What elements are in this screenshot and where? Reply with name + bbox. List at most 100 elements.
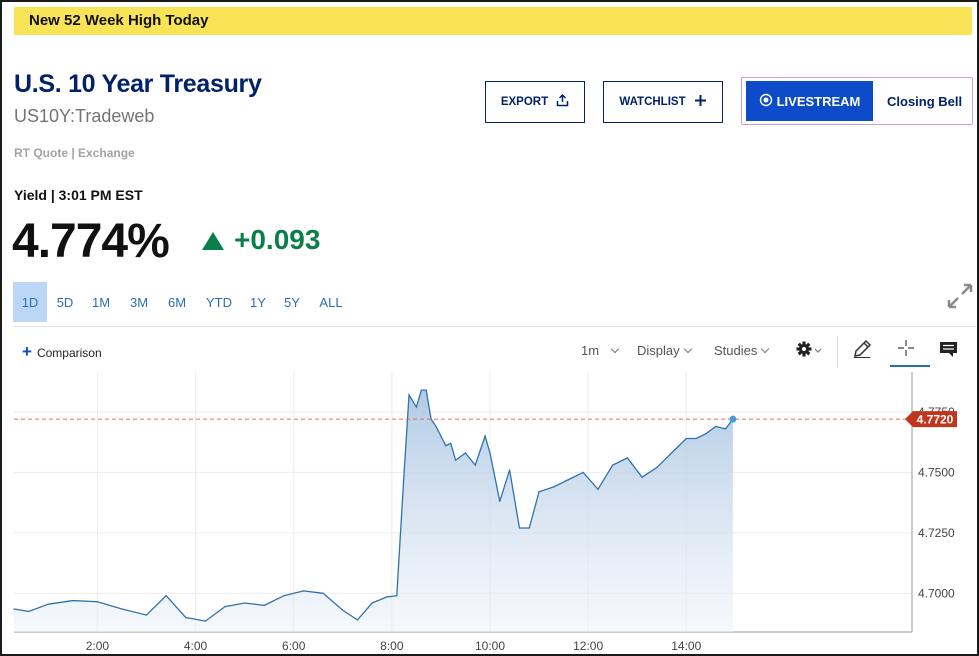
yield-point bbox=[509, 469, 511, 471]
yield-point bbox=[302, 590, 305, 592]
chart-settings-button[interactable] bbox=[796, 341, 824, 364]
comment-icon bbox=[940, 342, 957, 357]
display-label: Display bbox=[637, 343, 680, 358]
yield-point bbox=[371, 602, 373, 604]
yield-point bbox=[553, 486, 555, 488]
x-tick-label: 8:00 bbox=[380, 639, 404, 653]
yield-point bbox=[342, 609, 344, 611]
yield-point bbox=[356, 619, 359, 621]
share-upload-icon bbox=[556, 93, 569, 110]
livestream-button[interactable]: LIVESTREAM bbox=[746, 81, 873, 121]
x-tick-label: 2:00 bbox=[86, 639, 110, 653]
yield-point bbox=[322, 592, 324, 594]
price-change: +0.093 bbox=[202, 224, 320, 256]
crosshair-icon bbox=[898, 340, 914, 356]
closing-bell-link[interactable]: Closing Bell bbox=[887, 94, 963, 109]
yield-point bbox=[440, 435, 442, 437]
yield-point bbox=[415, 406, 417, 408]
livestream-panel: LIVESTREAM Closing Bell bbox=[741, 77, 973, 125]
comment-tool-button[interactable] bbox=[939, 341, 958, 363]
plus-icon bbox=[694, 94, 707, 110]
yield-point bbox=[263, 604, 265, 606]
plus-icon: + bbox=[22, 342, 32, 361]
export-button[interactable]: EXPORT bbox=[485, 81, 585, 123]
studies-dropdown[interactable]: Studies bbox=[714, 343, 770, 358]
yield-point bbox=[597, 488, 599, 490]
range-tab-3m[interactable]: 3M bbox=[129, 294, 149, 310]
yield-point bbox=[420, 389, 422, 391]
range-tab-5d[interactable]: 5D bbox=[56, 294, 74, 310]
yield-point bbox=[396, 595, 398, 597]
watchlist-button[interactable]: WATCHLIST bbox=[603, 81, 723, 123]
yield-point bbox=[403, 471, 405, 473]
x-tick-label: 10:00 bbox=[475, 639, 505, 653]
toolbar-separator bbox=[837, 336, 838, 368]
yield-point bbox=[72, 599, 74, 602]
livestream-label: LIVESTREAM bbox=[776, 93, 861, 109]
draw-tool-button[interactable] bbox=[852, 339, 872, 364]
interval-dropdown[interactable]: 1m bbox=[581, 343, 620, 358]
range-tab-all[interactable]: ALL bbox=[319, 294, 343, 310]
add-comparison-button[interactable]: + Comparison bbox=[22, 342, 102, 362]
price-value: 4.774% bbox=[12, 215, 170, 268]
last-point-marker bbox=[729, 415, 737, 423]
yield-point bbox=[582, 471, 584, 473]
yield-point bbox=[518, 527, 521, 529]
yield-point bbox=[656, 466, 658, 469]
yield-point bbox=[47, 603, 49, 605]
yield-series-line bbox=[13, 389, 734, 622]
yield-point bbox=[705, 433, 707, 435]
y-tick-label: 4.7500 bbox=[918, 465, 955, 479]
display-dropdown[interactable]: Display bbox=[637, 343, 692, 358]
yield-point bbox=[445, 445, 447, 447]
range-tab-1m[interactable]: 1M bbox=[91, 294, 111, 310]
x-tick-label: 14:00 bbox=[671, 639, 701, 653]
last-value-label: 4.7720 bbox=[917, 413, 954, 427]
range-tab-ytd[interactable]: YTD bbox=[206, 294, 232, 310]
last-value-tag bbox=[905, 411, 957, 428]
yield-point bbox=[715, 425, 717, 428]
yield-point bbox=[641, 476, 643, 478]
studies-label: Studies bbox=[714, 343, 758, 358]
yield-point bbox=[724, 428, 727, 430]
y-tick-label: 4.7000 bbox=[918, 586, 955, 600]
range-tab-1y[interactable]: 1Y bbox=[250, 294, 266, 310]
x-tick-label: 12:00 bbox=[573, 639, 603, 653]
live-radio-icon bbox=[759, 93, 773, 110]
yield-point bbox=[528, 527, 530, 529]
active-tool-indicator bbox=[890, 365, 930, 367]
yield-point bbox=[474, 464, 476, 466]
yield-point bbox=[121, 608, 123, 610]
yield-point bbox=[28, 610, 30, 613]
range-tab-1d[interactable]: 1D bbox=[13, 282, 47, 322]
rt-quote-label: RT Quote | Exchange bbox=[14, 146, 135, 160]
yield-area bbox=[14, 390, 733, 632]
yield-point bbox=[685, 437, 687, 440]
crosshair-tool-button[interactable] bbox=[897, 339, 915, 362]
toolbar-divider bbox=[14, 326, 976, 327]
expand-arrows-icon[interactable] bbox=[946, 282, 974, 310]
yield-timestamp: Yield | 3:01 PM EST bbox=[14, 187, 143, 203]
yield-point bbox=[13, 608, 15, 610]
yield-point bbox=[450, 442, 452, 444]
yield-point bbox=[244, 602, 246, 604]
yield-point bbox=[425, 389, 427, 391]
yield-point bbox=[670, 452, 673, 454]
export-label: EXPORT bbox=[500, 96, 549, 108]
yield-point bbox=[204, 620, 206, 622]
yield-point bbox=[185, 616, 187, 619]
yield-point bbox=[538, 491, 540, 493]
change-value: +0.093 bbox=[234, 224, 321, 255]
yield-point bbox=[484, 435, 486, 437]
yield-point bbox=[224, 606, 226, 608]
banner-text: New 52 Week High Today bbox=[29, 12, 209, 29]
range-tab-5y[interactable]: 5Y bbox=[284, 294, 300, 310]
yield-point bbox=[165, 595, 167, 597]
yield-point bbox=[612, 464, 614, 466]
new-high-banner: New 52 Week High Today bbox=[14, 7, 972, 35]
yield-point bbox=[96, 601, 99, 603]
range-tab-6m[interactable]: 6M bbox=[167, 294, 187, 310]
yield-point bbox=[145, 614, 148, 616]
